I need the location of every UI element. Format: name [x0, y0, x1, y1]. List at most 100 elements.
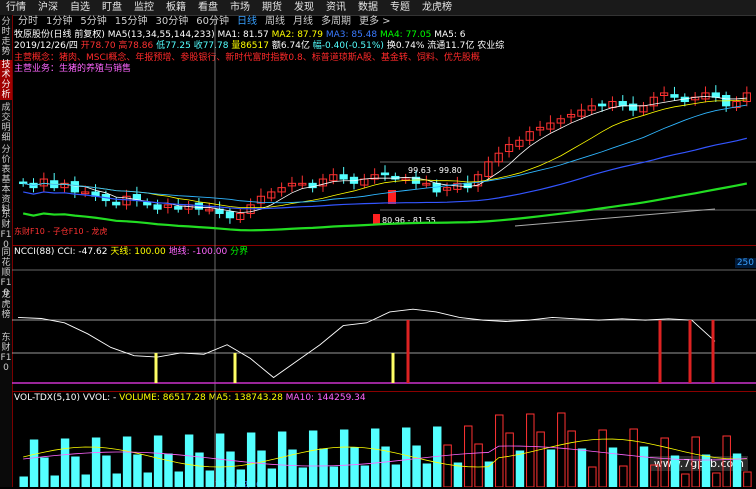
side-tab[interactable]: 技术分析: [0, 60, 12, 100]
period-tab[interactable]: 多周期: [320, 16, 351, 27]
cci-signal-bar: [658, 320, 662, 383]
candle-body: [422, 182, 431, 186]
period-tab[interactable]: 日线: [236, 16, 257, 27]
volume-bar: [629, 428, 638, 487]
volume-bar: [681, 473, 690, 487]
candle-body: [515, 139, 524, 147]
period-tab[interactable]: 5分钟: [80, 16, 107, 27]
vol-header: VOL-TDX(5,10) VVOL: - VOLUME: 86517.28 M…: [14, 393, 366, 404]
stock-ma-line: 牧原股份(日线 前复权) MA5(13,34,55,144,233) MA1: …: [14, 30, 466, 41]
menu-item[interactable]: 发现: [294, 2, 314, 13]
volume-bar: [422, 463, 432, 487]
candle-body: [649, 96, 658, 107]
side-tab[interactable]: 基本资料: [1, 175, 11, 215]
vol-name[interactable]: VOL-TDX(5,10): [14, 393, 81, 403]
volume-bar: [536, 431, 545, 487]
menu-item[interactable]: 自选: [70, 2, 90, 13]
cci-boundary: 分界: [230, 247, 249, 257]
period-tab[interactable]: 15分钟: [114, 16, 148, 27]
candle-body: [174, 206, 183, 210]
candle-body: [618, 101, 627, 107]
volume-bar: [19, 476, 28, 487]
candle-body: [153, 204, 162, 210]
volume-bar: [350, 447, 359, 487]
candle-body: [339, 174, 348, 180]
side-tab[interactable]: 东财F10: [0, 210, 12, 250]
candle-body: [742, 92, 751, 103]
cci-name[interactable]: NCCI(88): [14, 247, 55, 257]
pane-separator: [12, 245, 756, 246]
period-tab[interactable]: 30分钟: [155, 16, 189, 27]
side-tab[interactable]: 同花顺F10: [0, 248, 12, 298]
stock-name[interactable]: 牧原股份(日线 前复权): [14, 30, 105, 40]
concepts-line: 主营概念：猪肉、MSCI概念、年报预增、参股银行、新时代富时指数0.8、标普道琼…: [14, 53, 480, 63]
volume-bar: [143, 472, 152, 487]
menu-item[interactable]: 期货: [262, 2, 282, 13]
candle-body: [70, 181, 79, 193]
candle-body: [711, 92, 720, 98]
volume-bar: [29, 439, 39, 487]
menu-item[interactable]: 监控: [134, 2, 154, 13]
volume-bar: [722, 435, 731, 487]
menu-item[interactable]: 看盘: [198, 2, 218, 13]
menu-item[interactable]: 数据: [358, 2, 378, 13]
menu-item[interactable]: 市场: [230, 2, 250, 13]
period-tab[interactable]: 60分钟: [196, 16, 229, 27]
volume-bar: [164, 453, 173, 487]
volume-bar: [567, 430, 576, 487]
menu-item[interactable]: 板籍: [166, 2, 186, 13]
ma1-value: MA1: 81.57: [217, 30, 269, 40]
quote-open: 开78.70: [80, 41, 116, 51]
volume-bar: [557, 412, 566, 487]
side-tab[interactable]: 东财F10: [0, 333, 12, 373]
period-tab[interactable]: 分时: [18, 16, 38, 27]
menu-item[interactable]: 沪深: [38, 2, 58, 13]
candle-body: [370, 174, 379, 180]
side-tab[interactable]: 成交明细: [1, 103, 11, 143]
volume-bar: [743, 471, 752, 487]
volume-bar: [608, 447, 618, 487]
period-tab[interactable]: 周线: [264, 16, 285, 27]
menu-item[interactable]: 盯盘: [102, 2, 122, 13]
menu-item[interactable]: 龙虎榜: [422, 2, 452, 13]
candle-body: [670, 94, 679, 98]
candle-body: [236, 212, 245, 221]
period-tab[interactable]: 1分钟: [46, 16, 73, 27]
volume-bar: [670, 455, 680, 487]
menu-item[interactable]: 资讯: [326, 2, 346, 13]
menu-item[interactable]: 专题: [390, 2, 410, 13]
volume-bar: [639, 446, 649, 487]
side-tab[interactable]: 分价表: [1, 145, 11, 175]
candle-body: [329, 174, 338, 182]
ma5-line: [514, 208, 716, 227]
volume-bar: [484, 461, 494, 487]
volume-bar: [329, 466, 339, 487]
volume-bar: [298, 467, 308, 487]
side-tab[interactable]: 分时走势: [1, 17, 11, 57]
volume-bar: [308, 430, 318, 487]
volume-bar: [277, 431, 287, 487]
volume-bar: [226, 451, 235, 487]
volume-bar: [402, 427, 411, 487]
volume-bar: [122, 436, 132, 487]
volume-bar: [464, 425, 473, 487]
cci-value: CCI: -47.62: [57, 247, 108, 257]
period-tab[interactable]: 更多 >: [358, 16, 391, 27]
candle-body: [494, 152, 503, 163]
candle-body: [546, 122, 555, 130]
volume-bar: [660, 437, 669, 487]
volume-bar: [339, 429, 349, 487]
candle-body: [143, 201, 152, 206]
side-tabs: 分时走势 技术分析 成交明细 分价表 基本资料 东财F10 同花顺F10 龙虎榜 东财F10: [0, 15, 13, 487]
volume-bar: [588, 466, 597, 487]
side-tab[interactable]: 龙虎榜: [1, 290, 11, 320]
cci-signal-bar: [688, 320, 692, 383]
low-annotation: 80.96 - 81.55: [382, 216, 436, 225]
menu-item[interactable]: 行情: [6, 2, 26, 13]
period-tab[interactable]: 月线: [292, 16, 313, 27]
candle-body: [525, 131, 534, 141]
volume-bar: [732, 453, 742, 487]
volume-bar: [236, 469, 246, 487]
candle-body: [267, 191, 276, 199]
